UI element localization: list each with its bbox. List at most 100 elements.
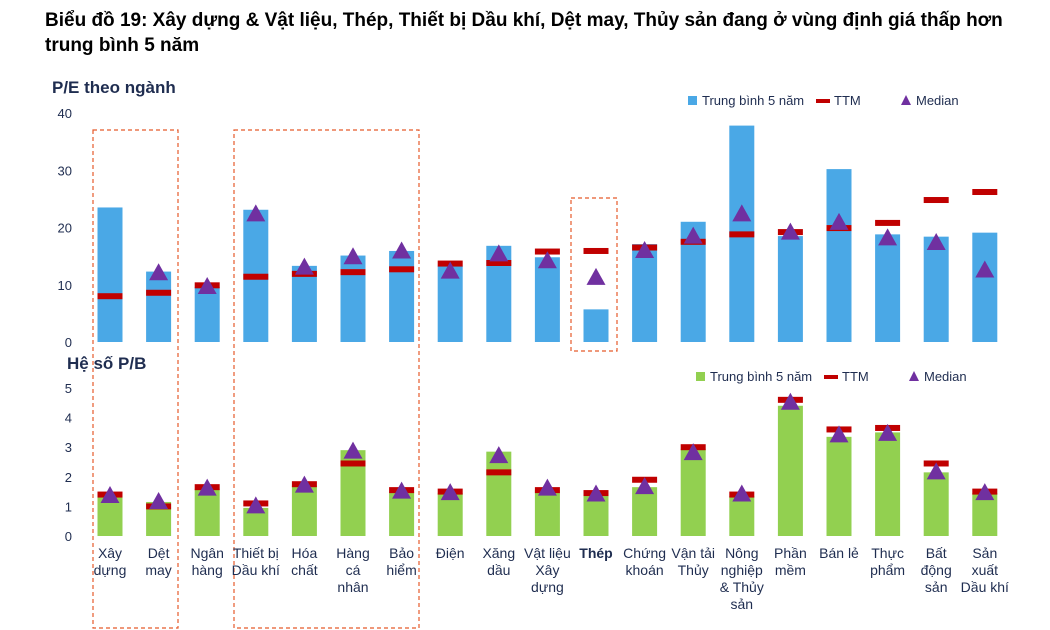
category-label-line: Hàng (336, 545, 369, 561)
category-label-line: Vận tải (671, 545, 715, 561)
pe-ttm-marker (97, 293, 123, 300)
pe-median-marker (975, 260, 995, 278)
pb-legend-label: TTM (842, 369, 869, 384)
category-label-line: Vật liệu (524, 545, 571, 561)
category-label: Bảo hiểm (386, 545, 416, 578)
pe-bar-avg5y (632, 244, 658, 342)
pe-ttm-marker (875, 219, 901, 226)
category-label-line: cá (346, 562, 361, 578)
category-label-line: nghiệp (721, 562, 763, 578)
pb-median-marker (489, 446, 509, 464)
pe-median-marker (683, 226, 703, 244)
pe-legend-swatch-ttm (816, 99, 830, 103)
pb-bar-avg5y (923, 472, 949, 536)
category-label: Vận tải Thủy (671, 545, 715, 578)
category-label-line: Dệt (148, 545, 170, 561)
pe-bar-avg5y (534, 257, 560, 342)
category-label-line: Dầu khí (961, 579, 1009, 595)
pb-ytick-label: 0 (65, 529, 72, 544)
highlight-box (92, 129, 179, 629)
category-label-line: mềm (775, 562, 806, 578)
pb-median-marker (926, 462, 946, 480)
pe-median-marker (343, 247, 363, 265)
pe-median-marker (926, 232, 946, 250)
pb-ytick-label: 4 (65, 411, 72, 426)
category-label-line: Chứng (623, 545, 666, 561)
pb-median-marker (149, 491, 169, 509)
pe-ttm-marker (923, 197, 949, 204)
pe-median-marker (197, 277, 217, 295)
pb-bar-avg5y (777, 405, 803, 536)
category-label-line: Hóa (292, 545, 318, 561)
pe-bar-avg5y (146, 271, 172, 342)
category-label-line: Xăng (482, 545, 515, 561)
pb-median-marker (246, 496, 266, 514)
category-label: Xăng dầu (482, 545, 515, 578)
pb-bar-avg5y (437, 493, 463, 536)
pe-bar-avg5y (291, 265, 317, 342)
category-label: Dệt may (145, 545, 171, 578)
pb-median-marker (975, 483, 995, 501)
pe-median-marker (878, 228, 898, 246)
category-label-line: & Thủy (720, 579, 764, 595)
pe-legend-swatch-avg (688, 96, 697, 105)
pb-ytick-label: 2 (65, 470, 72, 485)
category-label-line: Nông (725, 545, 758, 561)
pe-legend-swatch-median (901, 95, 911, 105)
pe-bar-avg5y (777, 236, 803, 342)
category-label-line: Ngân (190, 545, 223, 561)
pb-legend-label: Trung bình 5 năm (710, 369, 812, 384)
pe-axis-title: P/E theo ngành (52, 78, 176, 97)
pb-chart: Hệ số P/B 0 1 2 3 4 5 Trung bình 5 năm TTM Median (65, 354, 998, 544)
pe-median-marker (780, 222, 800, 240)
pb-median-marker (100, 486, 120, 504)
highlight-box (570, 197, 618, 352)
pe-ttm-marker (243, 273, 269, 280)
pb-ttm-marker (486, 469, 512, 476)
category-label: Vật liệu Xây dựng (524, 545, 571, 595)
pe-median-marker (635, 240, 655, 258)
category-label-line: Bán lẻ (819, 545, 859, 561)
category-label: Thiết bị Dầu khí (232, 545, 280, 578)
pe-bar-avg5y (194, 287, 220, 342)
pe-bar-avg5y (923, 236, 949, 342)
pb-bar-avg5y (875, 432, 901, 536)
pe-median-marker (392, 241, 412, 259)
pe-bar-avg5y (389, 250, 415, 342)
pb-bar-avg5y (194, 488, 220, 536)
pe-bar-avg5y (875, 234, 901, 342)
category-label-line: Phần (774, 545, 807, 561)
pb-bar-avg5y (534, 490, 560, 536)
pe-median-marker (489, 244, 509, 262)
pb-bar-avg5y (389, 491, 415, 536)
category-label-line: dựng (531, 579, 564, 595)
pe-ttm-marker (146, 289, 172, 296)
category-label: Sản xuất Dầu khí (961, 545, 1009, 595)
category-label-line: hiểm (386, 562, 416, 578)
highlight-box (233, 129, 420, 629)
pb-median-marker (294, 475, 314, 493)
pe-bar-avg5y (972, 232, 998, 342)
category-label-line: sản (925, 579, 948, 595)
pe-ytick-label: 20 (58, 221, 72, 236)
category-label-line: khoán (626, 562, 664, 578)
pe-ttm-marker (486, 259, 512, 266)
category-label-line: động (921, 562, 952, 578)
pb-median-marker (586, 484, 606, 502)
category-label-line: Sản (972, 545, 997, 561)
pb-median-marker (537, 478, 557, 496)
category-label-line: sản (731, 596, 754, 612)
pe-legend-label: TTM (834, 93, 861, 108)
category-label-line: Xây (535, 562, 559, 578)
pb-median-marker (829, 425, 849, 443)
pe-median-marker (732, 204, 752, 222)
pe-ytick-label: 40 (58, 106, 72, 121)
pb-median-marker (343, 441, 363, 459)
pb-median-marker (878, 423, 898, 441)
pe-bar-avg5y (340, 255, 366, 342)
pe-median-marker (246, 204, 266, 222)
pe-median-marker (829, 212, 849, 230)
pb-bar-avg5y (972, 493, 998, 536)
